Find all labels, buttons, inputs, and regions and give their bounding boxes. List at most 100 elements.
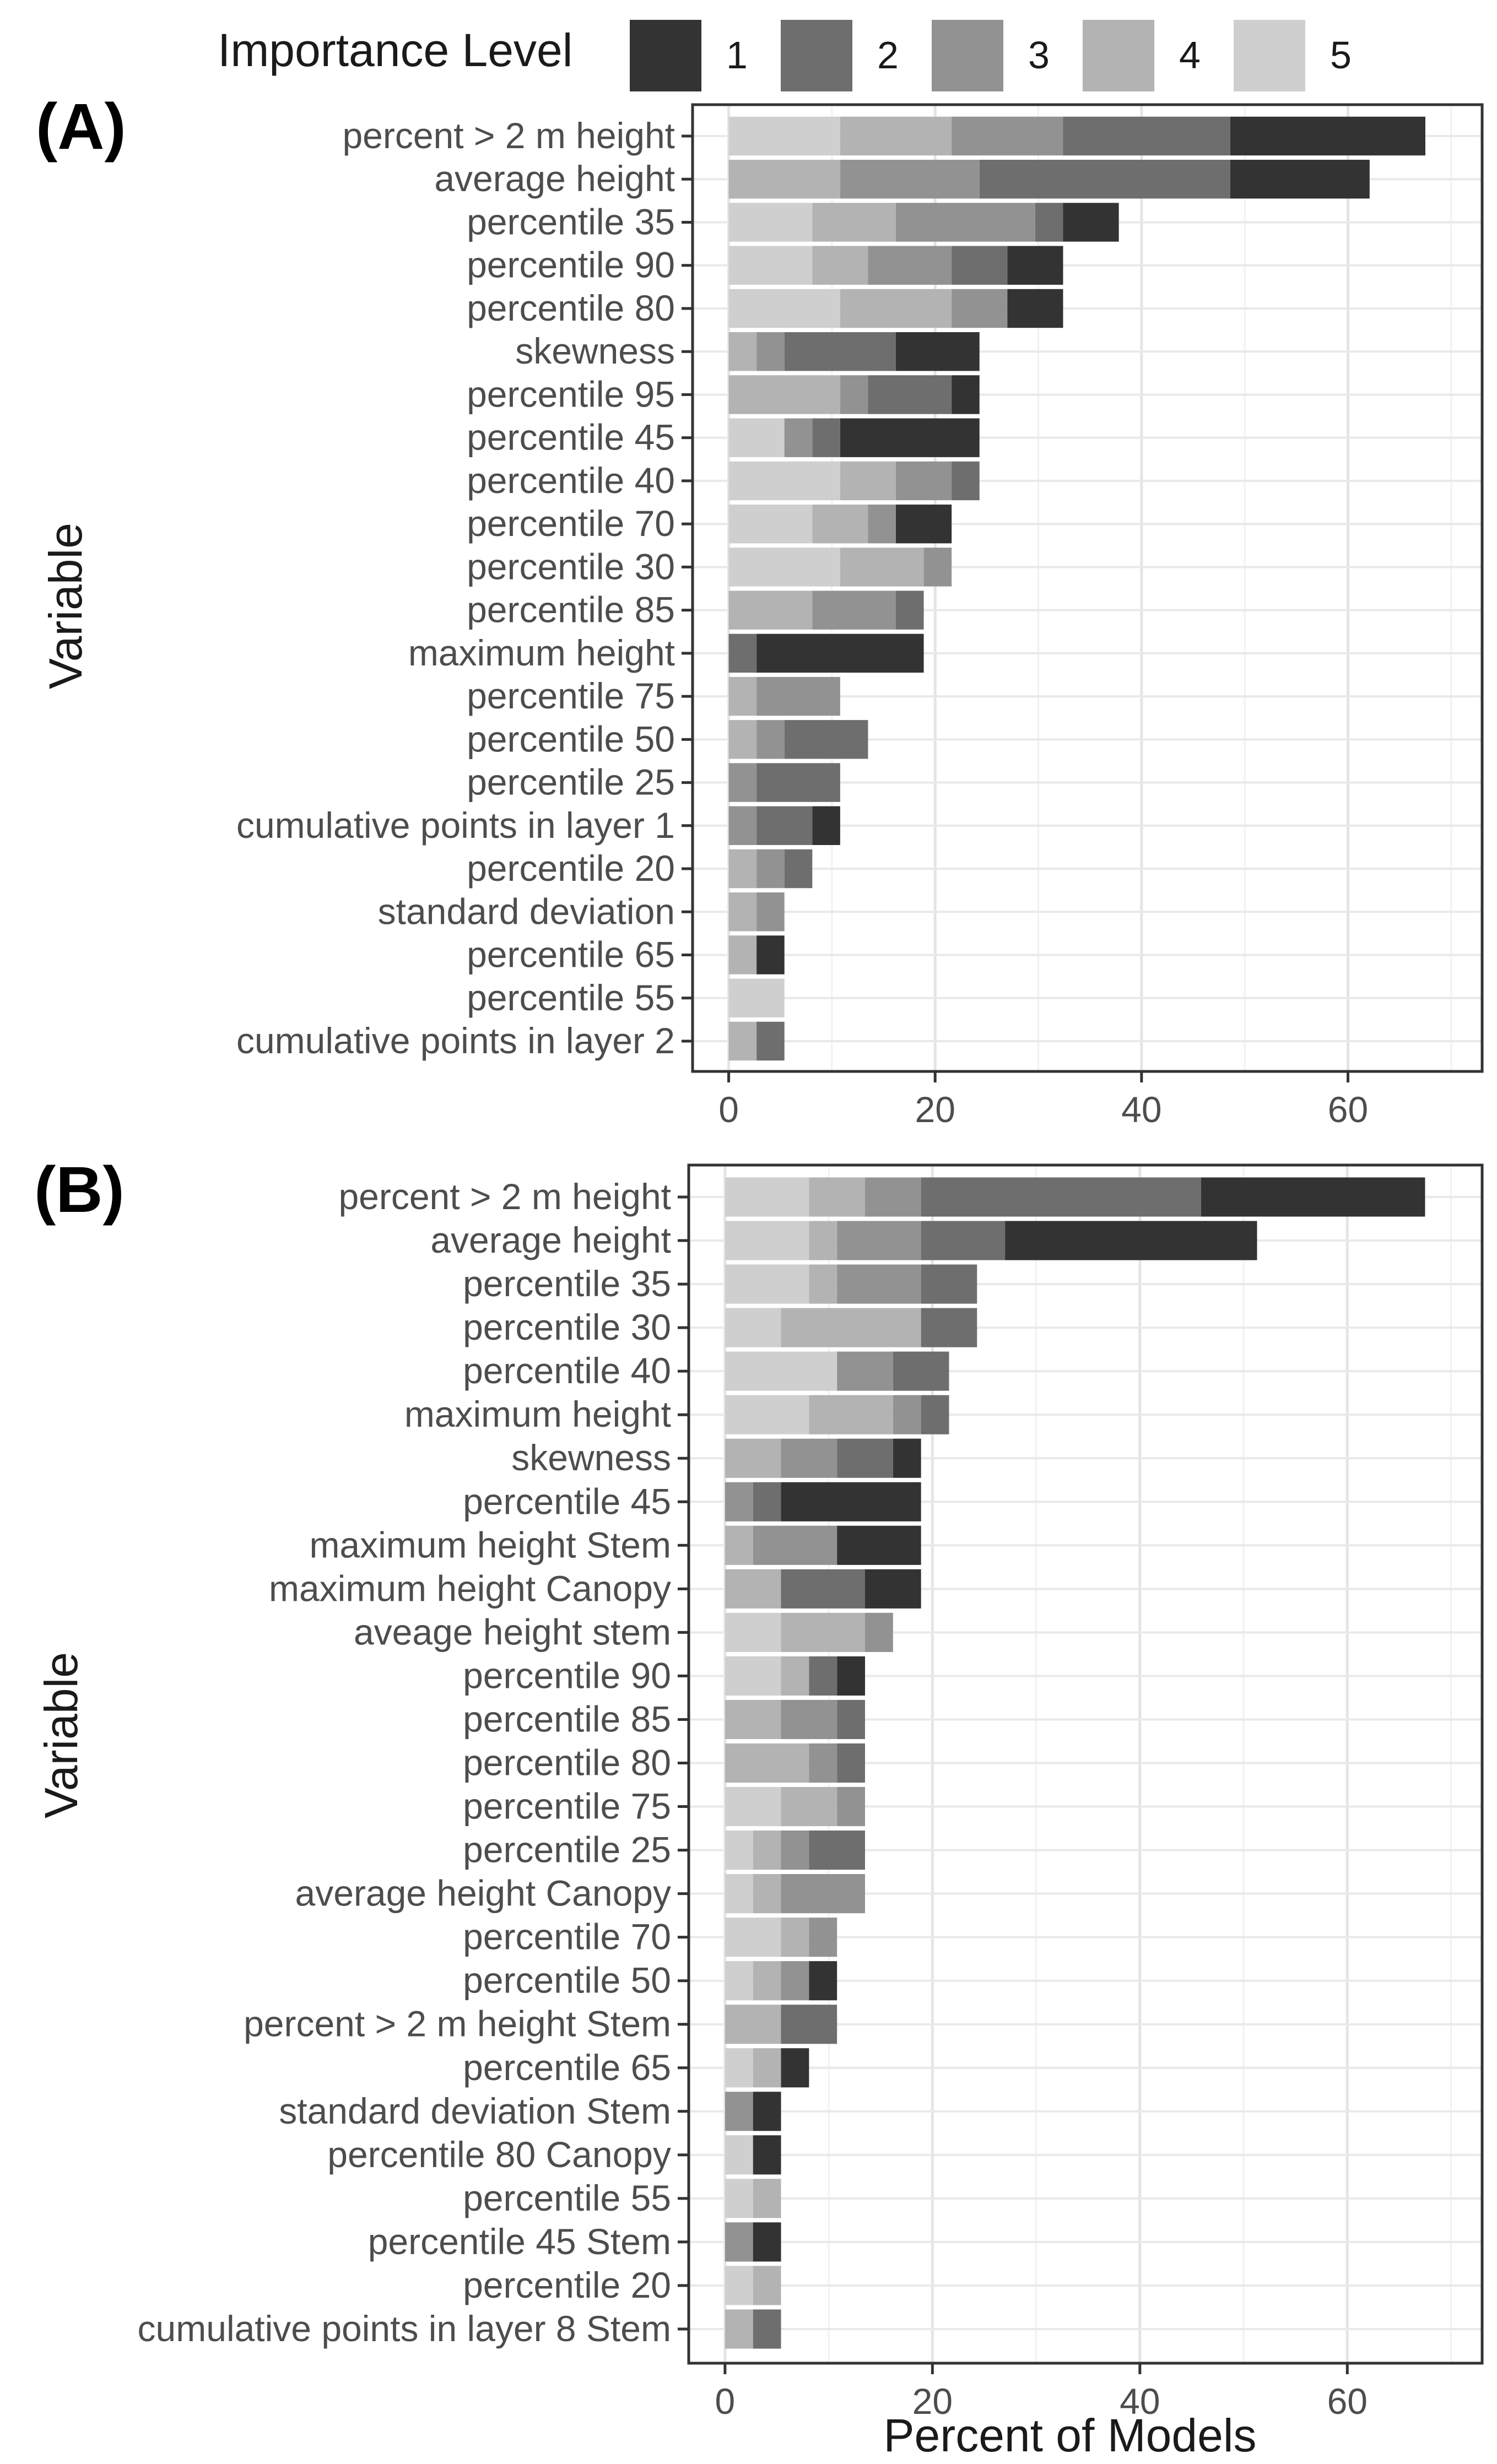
panel-a-category-label: cumulative points in layer 1 xyxy=(236,805,675,846)
panel-b-bar-segment-level-3 xyxy=(781,1961,809,2001)
panel-b-category-label: percentile 75 xyxy=(463,1786,671,1827)
panel-a-bar-segment-level-2 xyxy=(756,1021,785,1061)
panel-b-x-tick-label: 60 xyxy=(1327,2381,1368,2422)
panel-a-category-label: skewness xyxy=(515,331,675,371)
legend-key-5 xyxy=(1234,20,1305,91)
panel-a-bar-segment-level-1 xyxy=(896,332,980,371)
panel-b-bar-segment-level-5 xyxy=(725,1656,781,1696)
panel-a-bar-segment-level-4 xyxy=(840,289,952,328)
panel-b-bar-segment-level-5 xyxy=(725,1177,809,1217)
panel-a-bar-segment-level-5 xyxy=(728,978,785,1017)
panel-a-bar-segment-level-4 xyxy=(728,160,840,199)
panel-b-bar-segment-level-4 xyxy=(753,1831,781,1870)
panel-a-bar-segment-level-2 xyxy=(756,763,840,802)
panel-b-bar-segment-level-2 xyxy=(837,1699,865,1740)
panel-b: (B) Variable percent > 2 m heightaverage… xyxy=(34,1154,1484,2422)
panel-b-bar-segment-level-3 xyxy=(781,1831,809,1870)
panel-a-bar-segment-level-5 xyxy=(728,461,840,501)
panel-a-category-label: cumulative points in layer 2 xyxy=(236,1020,675,1061)
panel-b-bar-segment-level-4 xyxy=(753,1874,781,1914)
panel-b-category-label: skewness xyxy=(511,1437,671,1478)
panel-a-bar-segment-level-1 xyxy=(756,935,785,974)
panel-b-bar-segment-level-5 xyxy=(725,2179,753,2218)
panel-a-category-label: percentile 70 xyxy=(467,503,675,544)
panel-a-bar-segment-level-3 xyxy=(756,849,785,889)
panel-b-bar-segment-level-5 xyxy=(725,1612,781,1652)
panel-b-category-label: percentile 70 xyxy=(463,1916,671,1957)
panel-b-bar-segment-level-3 xyxy=(725,2092,753,2131)
panel-a-bar-segment-level-2 xyxy=(868,375,952,414)
panel-b-bar-segment-level-5 xyxy=(725,1786,781,1827)
panel-b-bar-segment-level-3 xyxy=(837,1221,921,1260)
panel-b-category-label: percentile 80 Canopy xyxy=(327,2134,671,2175)
panel-b-bar-segment-level-1 xyxy=(781,2048,809,2088)
panel-b-bar-segment-level-2 xyxy=(921,1264,977,1304)
panel-b-bar-segment-level-1 xyxy=(1201,1177,1425,1217)
panel-b-bar-segment-level-4 xyxy=(781,1656,809,1696)
panel-a-bar-segment-level-2 xyxy=(952,246,1008,285)
panel-b-category-label: maximum height xyxy=(404,1394,671,1434)
panel-a-bar-segment-level-2 xyxy=(896,591,924,630)
panel-b-bar-segment-level-3 xyxy=(837,1264,921,1304)
panel-a-bar-segment-level-2 xyxy=(812,418,840,457)
panel-b-bar-segment-level-1 xyxy=(837,1525,921,1565)
panel-a-x-tick-label: 60 xyxy=(1328,1089,1368,1130)
panel-b-bar-segment-level-3 xyxy=(837,1786,865,1827)
panel-b-bar-segment-level-1 xyxy=(753,2135,781,2175)
panel-b-bar-segment-level-3 xyxy=(837,1351,893,1391)
panel-a-bar-segment-level-5 xyxy=(728,116,840,156)
panel-b-bar-segment-level-5 xyxy=(725,1395,809,1434)
panel-b-bar-segment-level-3 xyxy=(753,1525,837,1565)
panel-b-bar-segment-level-2 xyxy=(837,1438,893,1478)
panel-b-category-label: maximum height Stem xyxy=(309,1524,671,1565)
panel-b-x-tick-label: 20 xyxy=(912,2381,953,2422)
legend-key-1 xyxy=(630,20,701,91)
panel-a-bar-segment-level-1 xyxy=(1230,116,1425,156)
panel-a-bar-segment-level-3 xyxy=(784,418,813,457)
panel-b-bar-segment-level-4 xyxy=(725,2309,753,2349)
legend: Importance Level 1 2 3 4 5 xyxy=(218,20,1352,91)
panel-a-category-label: percentile 80 xyxy=(467,288,675,328)
panel-b-bar-segment-level-5 xyxy=(725,1831,753,1870)
panel-a-bar-segment-level-4 xyxy=(728,935,757,974)
panel-a-bar-segment-level-1 xyxy=(812,806,840,846)
panel-b-bar-segment-level-2 xyxy=(921,1395,949,1434)
panel-a-bar-segment-level-2 xyxy=(1035,203,1063,242)
panel-b-category-label: standard deviation Stem xyxy=(279,2091,671,2131)
panel-b-bar-segment-level-3 xyxy=(809,1918,837,1957)
panel-b-category-label: percentile 45 xyxy=(463,1481,671,1521)
panel-a-category-label: percentile 75 xyxy=(467,675,675,716)
panel-b-category-label: percentile 30 xyxy=(463,1307,671,1347)
panel-b-bar-segment-level-2 xyxy=(809,1656,837,1696)
panel-a-bar-segment-level-4 xyxy=(812,504,868,544)
panel-a-bar-segment-level-5 xyxy=(728,504,813,544)
panel-a-category-label: percentile 40 xyxy=(467,460,675,501)
panel-b-bar-segment-level-3 xyxy=(781,1438,837,1478)
panel-b-bar-segment-level-2 xyxy=(837,1743,865,1783)
panel-a-bar-segment-level-3 xyxy=(812,591,896,630)
panel-a-category-label: percentile 85 xyxy=(467,589,675,630)
panel-b-y-axis-title: Variable xyxy=(35,1652,87,1818)
panel-b-x-tick-label: 40 xyxy=(1120,2381,1160,2422)
x-axis-title: Percent of Models xyxy=(883,2409,1256,2461)
panel-a-bar-segment-level-2 xyxy=(952,461,980,501)
panel-a-bar-segment-level-3 xyxy=(756,892,785,932)
panel-a-panel-border xyxy=(691,103,1484,1073)
panel-a-bar-segment-level-2 xyxy=(784,332,896,371)
panel-a-category-label: percentile 35 xyxy=(467,201,675,242)
panel-b-bar-segment-level-3 xyxy=(865,1612,893,1652)
panel-a-bar-segment-level-5 xyxy=(728,418,785,457)
panel-b-bar-segment-level-5 xyxy=(725,1874,753,1914)
panel-b-bar-segment-level-4 xyxy=(809,1395,893,1434)
panel-a-bar-segment-level-1 xyxy=(1007,246,1063,285)
panel-b-bar-segment-level-4 xyxy=(753,1961,781,2001)
panel-a-bar-segment-level-1 xyxy=(756,633,924,673)
panel-b-bar-segment-level-5 xyxy=(725,1351,837,1391)
panel-b-label: (B) xyxy=(34,1154,125,1226)
panel-a-category-label: percentile 25 xyxy=(467,762,675,803)
panel-a-category-label: maximum height xyxy=(408,632,675,673)
panel-a-bar-segment-level-3 xyxy=(756,720,785,759)
panel-b-bar-segment-level-4 xyxy=(753,2266,781,2305)
